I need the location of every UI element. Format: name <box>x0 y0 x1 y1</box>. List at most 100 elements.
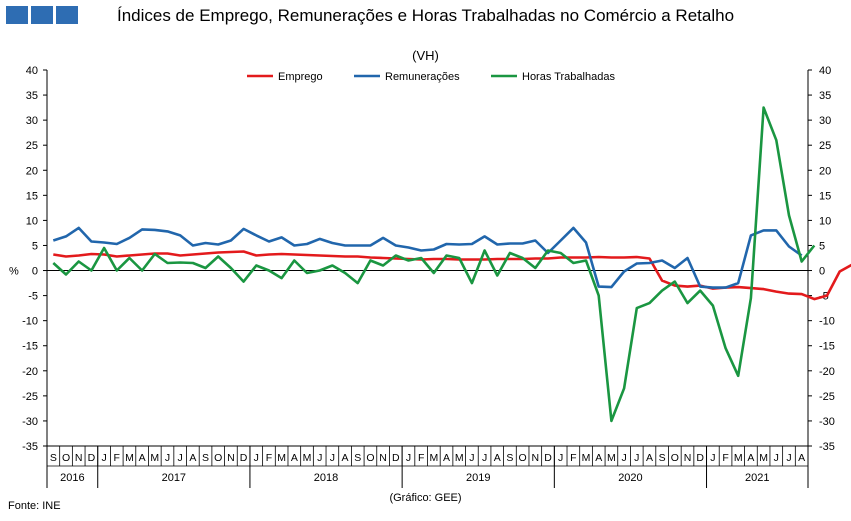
month-label: S <box>354 452 361 464</box>
month-label: D <box>240 452 248 464</box>
month-label: J <box>254 452 259 464</box>
ine-logo-icon <box>6 6 78 24</box>
legend-label: Horas Trabalhadas <box>522 71 615 83</box>
month-label: J <box>469 452 474 464</box>
y-tick-label-left: -25 <box>22 391 38 403</box>
y-tick-label-left: 30 <box>26 115 38 127</box>
month-label: J <box>786 452 791 464</box>
month-label: J <box>710 452 715 464</box>
chart-legend: Emprego Remunerações Horas Trabalhadas <box>247 71 615 83</box>
month-label: A <box>189 452 196 464</box>
y-tick-label-left: 0 <box>32 266 38 278</box>
month-label: A <box>139 452 146 464</box>
month-label: S <box>202 452 209 464</box>
month-label: A <box>443 452 450 464</box>
series-line-emprego <box>53 250 851 301</box>
month-label: A <box>798 452 805 464</box>
y-tick-label-left: -5 <box>28 291 38 303</box>
y-tick-label-right: 0 <box>819 266 825 278</box>
month-label: O <box>519 452 527 464</box>
y-tick-label-right: 25 <box>819 140 831 152</box>
y-tick-label-right: 15 <box>819 190 831 202</box>
chart-title: Índices de Emprego, Remunerações e Horas… <box>116 6 735 25</box>
source-note: Fonte: INE <box>8 500 61 512</box>
month-label: A <box>291 452 298 464</box>
month-label: O <box>62 452 70 464</box>
month-label: J <box>406 452 411 464</box>
year-label: 2017 <box>162 472 186 484</box>
month-label: J <box>101 452 106 464</box>
y-tick-label-left: -10 <box>22 316 38 328</box>
month-label: D <box>696 452 704 464</box>
month-label: O <box>366 452 374 464</box>
month-label: A <box>646 452 653 464</box>
month-label: J <box>178 452 183 464</box>
y-tick-label-right: 30 <box>819 115 831 127</box>
y-tick-label-right: -20 <box>819 366 835 378</box>
y-tick-label-left: 35 <box>26 90 38 102</box>
y-tick-label-left: 40 <box>26 65 38 77</box>
month-label: D <box>392 452 400 464</box>
month-label: J <box>634 452 639 464</box>
y-tick-label-right: 40 <box>819 65 831 77</box>
y-tick-label-right: -30 <box>819 416 835 428</box>
month-label: N <box>75 452 83 464</box>
year-label: 2016 <box>60 472 84 484</box>
y-tick-label-left: -30 <box>22 416 38 428</box>
year-label: 2019 <box>466 472 490 484</box>
y-tick-label-left: -20 <box>22 366 38 378</box>
month-label: N <box>379 452 387 464</box>
month-label: M <box>429 452 438 464</box>
y-tick-label-right: 5 <box>819 240 825 252</box>
logo-block <box>56 6 78 24</box>
month-label: A <box>342 452 349 464</box>
month-label: N <box>227 452 235 464</box>
logo-block <box>31 6 53 24</box>
month-label: M <box>125 452 134 464</box>
legend-label: Remunerações <box>385 71 460 83</box>
y-tick-label-left: -35 <box>22 441 38 453</box>
year-label: 2020 <box>618 472 642 484</box>
month-label: M <box>303 452 312 464</box>
month-label: J <box>558 452 563 464</box>
month-label: J <box>774 452 779 464</box>
month-label: O <box>214 452 222 464</box>
y-tick-label-left: 20 <box>26 165 38 177</box>
month-label: A <box>747 452 754 464</box>
year-label: 2018 <box>314 472 338 484</box>
y-tick-label-left: 5 <box>32 240 38 252</box>
month-label: F <box>570 452 576 464</box>
y-tick-label-right: -15 <box>819 341 835 353</box>
month-label: N <box>532 452 540 464</box>
y-tick-label-left: 25 <box>26 140 38 152</box>
month-label: J <box>621 452 626 464</box>
y-tick-label-right: 35 <box>819 90 831 102</box>
y-tick-label-right: -35 <box>819 441 835 453</box>
month-label: S <box>50 452 57 464</box>
y-axis-label: % <box>9 266 19 278</box>
month-label: M <box>759 452 768 464</box>
series-line-horas-trabalhadas <box>52 106 816 423</box>
month-label: M <box>455 452 464 464</box>
y-tick-label-left: 10 <box>26 215 38 227</box>
month-label: S <box>506 452 513 464</box>
month-label: N <box>684 452 692 464</box>
logo-block <box>6 6 28 24</box>
month-label: M <box>734 452 743 464</box>
series-line-remuneracoes <box>52 226 803 289</box>
month-label: D <box>544 452 552 464</box>
month-label: F <box>266 452 272 464</box>
month-label: F <box>114 452 120 464</box>
month-label: A <box>595 452 602 464</box>
month-label: J <box>317 452 322 464</box>
month-label: J <box>482 452 487 464</box>
month-label: F <box>722 452 728 464</box>
chart-subtitle: (VH) <box>412 48 439 63</box>
month-label: J <box>330 452 335 464</box>
month-label: F <box>418 452 424 464</box>
month-label: O <box>671 452 679 464</box>
legend-label: Emprego <box>278 71 323 83</box>
month-label: M <box>150 452 159 464</box>
chart-credit: (Gráfico: GEE) <box>389 492 462 504</box>
